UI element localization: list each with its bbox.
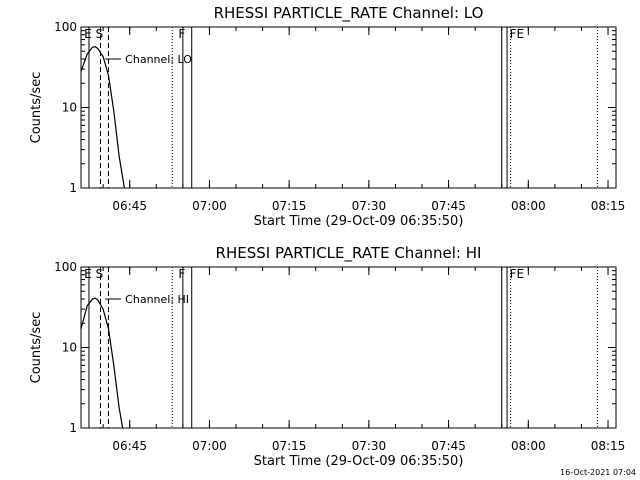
- y-tick-label: 10: [62, 101, 77, 115]
- y-tick-label: 1: [69, 421, 77, 435]
- y-tick-label: 100: [54, 20, 77, 34]
- x-tick-label: 07:45: [431, 199, 466, 213]
- event-marker-label: E: [84, 267, 92, 281]
- x-tick-label: 08:15: [591, 199, 626, 213]
- x-tick-label: 07:15: [272, 199, 307, 213]
- series-line: [80, 46, 125, 189]
- x-tick-label: 07:00: [192, 439, 227, 453]
- chart-title: RHESSI PARTICLE_RATE Channel: HI: [216, 244, 482, 263]
- x-tick-label: 07:45: [431, 439, 466, 453]
- event-marker-label: FE: [510, 27, 524, 41]
- event-marker-label: FE: [510, 267, 524, 281]
- chart-panel-1: RHESSI PARTICLE_RATE Channel: LO Counts/s…: [29, 4, 625, 229]
- x-tick-label: 07:30: [352, 199, 387, 213]
- x-axis-label: Start Time (29-Oct-09 06:35:50): [254, 454, 464, 469]
- x-tick-label: 08:00: [511, 199, 546, 213]
- x-tick-label: 08:15: [591, 439, 626, 453]
- x-tick-label: 06:45: [112, 199, 147, 213]
- legend-label: Channel: LO: [125, 53, 192, 66]
- y-tick-label: 1: [69, 181, 77, 195]
- event-marker-label: S: [96, 267, 104, 281]
- y-tick-label: 10: [62, 341, 77, 355]
- chart-panel-2: RHESSI PARTICLE_RATE Channel: HI Counts/s…: [29, 244, 625, 469]
- event-marker-label: F: [178, 267, 185, 281]
- x-tick-label: 08:00: [511, 439, 546, 453]
- chart-title: RHESSI PARTICLE_RATE Channel: LO: [214, 4, 484, 23]
- event-marker-label: E: [84, 27, 92, 41]
- event-marker-label: S: [96, 27, 104, 41]
- y-axis-label: Counts/sec: [29, 312, 44, 384]
- plot-frame: [80, 26, 617, 189]
- x-tick-label: 07:00: [192, 199, 227, 213]
- y-axis-label: Counts/sec: [29, 72, 44, 144]
- footer-timestamp: 16-Oct-2021 07:04: [560, 468, 636, 477]
- plot-frame: [80, 266, 617, 429]
- x-tick-label: 07:15: [272, 439, 307, 453]
- legend-label: Channel: HI: [125, 293, 189, 306]
- y-tick-label: 100: [54, 260, 77, 274]
- series-line: [80, 297, 124, 429]
- x-axis-label: Start Time (29-Oct-09 06:35:50): [254, 214, 464, 229]
- x-tick-label: 07:30: [352, 439, 387, 453]
- event-marker-label: F: [178, 27, 185, 41]
- x-tick-label: 06:45: [112, 439, 147, 453]
